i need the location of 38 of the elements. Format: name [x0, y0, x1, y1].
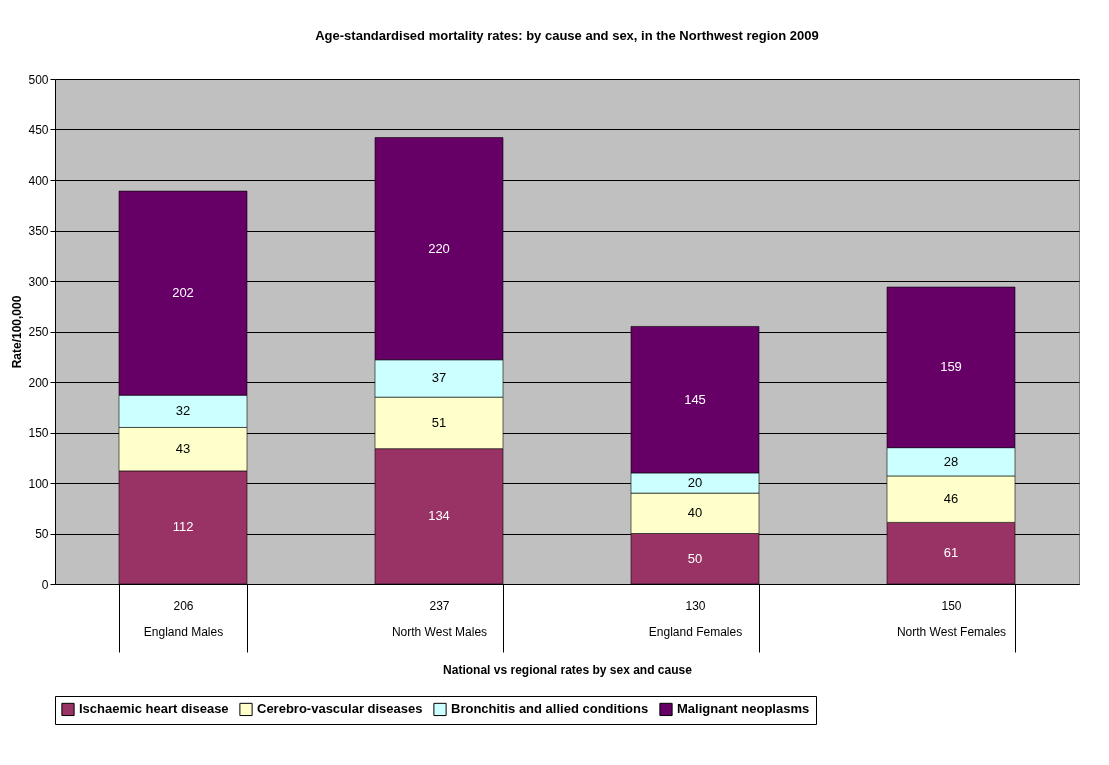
y-axis-title: Rate/100,000: [10, 295, 25, 369]
data-label: 40: [687, 505, 703, 521]
x-tick-label: 130 England Females: [648, 598, 743, 639]
y-tick-label: 250: [28, 325, 49, 339]
data-label: 20: [687, 475, 703, 490]
data-label: 51: [431, 414, 447, 430]
y-tick-label: 350: [28, 224, 49, 238]
data-label: 112: [172, 519, 194, 535]
data-label: 43: [175, 441, 191, 457]
x-tick-label: 150 North West Females: [896, 598, 1007, 639]
x-tick-label: 237 North West Males: [391, 598, 488, 639]
legend-label: Malignant neoplasms: [677, 701, 810, 717]
y-tick-label: 150: [28, 426, 49, 440]
legend-label: Bronchitis and allied conditions: [451, 701, 649, 717]
data-label: 220: [428, 240, 450, 256]
y-tick-label: 50: [35, 527, 49, 541]
y-tick-label: 0: [41, 577, 49, 592]
data-label: 159: [940, 359, 962, 375]
x-axis-title: National vs regional rates by sex and cause: [443, 663, 693, 677]
y-tick-label: 200: [28, 375, 49, 390]
y-tick-label: 100: [28, 476, 49, 491]
x-tick-label: 206 England Males: [143, 598, 224, 639]
data-label: 46: [943, 491, 959, 507]
data-label: 134: [428, 508, 450, 524]
y-tick-label: 400: [28, 173, 49, 188]
legend-label: Ischaemic heart disease: [79, 701, 229, 717]
y-tick-label: 500: [28, 72, 49, 87]
data-label: 37: [431, 370, 447, 386]
y-tick-label: 450: [28, 123, 49, 137]
chart-title: Age-standardised mortality rates: by cause and sex, in the Northwest region 2009: [315, 28, 819, 43]
data-label: 202: [172, 285, 194, 301]
data-label: 28: [943, 453, 959, 469]
data-label: 32: [175, 403, 191, 419]
data-label: 61: [943, 545, 959, 561]
data-label: 145: [684, 391, 706, 407]
y-tick-label: 300: [28, 274, 49, 289]
data-label: 50: [687, 550, 703, 566]
legend-label: Cerebro-vascular diseases: [257, 701, 423, 717]
